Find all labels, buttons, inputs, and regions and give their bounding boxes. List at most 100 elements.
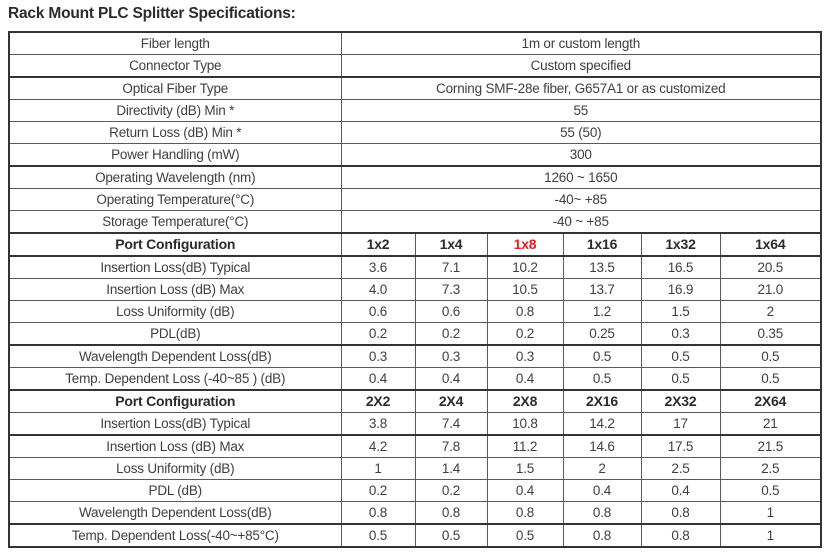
value-cell: 0.5 bbox=[719, 367, 822, 391]
row-value: Corning SMF-28e fiber, G657A1 or as cust… bbox=[340, 76, 822, 100]
value-cell: 1 bbox=[719, 523, 822, 548]
table-row: Insertion Loss(dB) Typical 3.8 7.4 10.8 14.2… bbox=[8, 412, 822, 436]
row-label: Connector Type bbox=[8, 54, 342, 78]
table-row: Temp. Dependent Loss(-40~+85°C) 0.5 0.5 0.5… bbox=[8, 523, 822, 548]
row-value: -40~ +85 bbox=[340, 188, 822, 211]
value-cell: 0.5 bbox=[486, 523, 564, 548]
row-label: Insertion Loss(dB) Typical bbox=[8, 412, 342, 436]
row-label: Insertion Loss(dB) Typical bbox=[8, 255, 342, 279]
value-cell: 2.5 bbox=[640, 457, 721, 480]
row-label: Wavelength Dependent Loss(dB) bbox=[8, 344, 342, 368]
value-cell: 4.2 bbox=[340, 434, 416, 458]
value-cell: 0.5 bbox=[562, 344, 642, 368]
plc-splitter-spec-table: Fiber length 1m or custom length Connector… bbox=[8, 31, 823, 548]
value-cell: 0.5 bbox=[340, 523, 416, 548]
table-row: Return Loss (dB) Min * 55 (50) bbox=[8, 121, 822, 144]
table-row: Operating Wavelength (nm) 1260 ~ 1650 bbox=[8, 165, 822, 189]
value-cell: 7.1 bbox=[414, 255, 488, 279]
value-cell: 0.5 bbox=[719, 344, 822, 368]
value-cell: 4.0 bbox=[340, 278, 416, 301]
value-cell: 1.5 bbox=[486, 457, 564, 480]
row-label: Fiber length bbox=[8, 31, 342, 55]
port-config-cell: 2X64 bbox=[719, 389, 822, 413]
row-label: Temp. Dependent Loss(-40~+85°C) bbox=[8, 523, 342, 548]
value-cell: 0.4 bbox=[562, 479, 642, 502]
table-row: Port Configuration 2X2 2X4 2X8 2X16 2X32 2X64 bbox=[8, 389, 822, 413]
table-row: Wavelength Dependent Loss(dB) 0.3 0.3 0.3 0.… bbox=[8, 344, 822, 368]
value-cell: 1 bbox=[340, 457, 416, 480]
table-row: Directivity (dB) Min * 55 bbox=[8, 99, 822, 122]
value-cell: 0.35 bbox=[719, 322, 822, 346]
value-cell: 17 bbox=[640, 412, 721, 436]
row-label: Wavelength Dependent Loss(dB) bbox=[8, 501, 342, 525]
page-title: Rack Mount PLC Splitter Specifications: bbox=[8, 5, 296, 22]
value-cell: 0.2 bbox=[340, 479, 416, 502]
value-cell: 10.2 bbox=[486, 255, 564, 279]
port-config-cell: 1x8 bbox=[486, 232, 564, 257]
value-cell: 13.7 bbox=[562, 278, 642, 301]
port-config-cell: 2X4 bbox=[414, 389, 488, 413]
table-row: Insertion Loss (dB) Max 4.2 7.8 11.2 14.6 17.… bbox=[8, 434, 822, 458]
value-cell: 0.8 bbox=[640, 501, 721, 525]
row-label: Storage Temperature(°C) bbox=[8, 210, 342, 234]
value-cell: 0.4 bbox=[414, 367, 488, 391]
section-header-label: Port Configuration bbox=[8, 232, 342, 257]
value-cell: 2 bbox=[562, 457, 642, 480]
row-label: Insertion Loss (dB) Max bbox=[8, 278, 342, 301]
row-value: Custom specified bbox=[340, 54, 822, 78]
value-cell: 1.5 bbox=[640, 300, 721, 323]
value-cell: 10.8 bbox=[486, 412, 564, 436]
value-cell: 7.8 bbox=[414, 434, 488, 458]
table-row: PDL (dB) 0.2 0.2 0.4 0.4 0.4 0.5 bbox=[8, 479, 822, 502]
value-cell: 14.2 bbox=[562, 412, 642, 436]
row-label: Power Handling (mW) bbox=[8, 143, 342, 167]
table-row: Insertion Loss(dB) Typical 3.6 7.1 10.2 13.5… bbox=[8, 255, 822, 279]
value-cell: 0.4 bbox=[486, 479, 564, 502]
section-header-label: Port Configuration bbox=[8, 389, 342, 413]
row-label: Operating Temperature(°C) bbox=[8, 188, 342, 211]
table-row: Insertion Loss (dB) Max 4.0 7.3 10.5 13.7 16.… bbox=[8, 278, 822, 301]
row-value: 55 (50) bbox=[340, 121, 822, 144]
row-label: PDL(dB) bbox=[8, 322, 342, 346]
row-label: Optical Fiber Type bbox=[8, 76, 342, 100]
table-row: Fiber length 1m or custom length bbox=[8, 31, 822, 55]
table-row: Temp. Dependent Loss (-40~85 ) (dB) 0.4 0.… bbox=[8, 367, 822, 391]
value-cell: 16.9 bbox=[640, 278, 721, 301]
value-cell: 0.5 bbox=[640, 344, 721, 368]
value-cell: 0.5 bbox=[562, 367, 642, 391]
table-row: Power Handling (mW) 300 bbox=[8, 143, 822, 167]
row-label: Loss Uniformity (dB) bbox=[8, 457, 342, 480]
value-cell: 0.4 bbox=[486, 367, 564, 391]
port-config-cell: 2X16 bbox=[562, 389, 642, 413]
value-cell: 0.3 bbox=[486, 344, 564, 368]
row-label: Temp. Dependent Loss (-40~85 ) (dB) bbox=[8, 367, 342, 391]
table-row: Loss Uniformity (dB) 1 1.4 1.5 2 2.5 2.5 bbox=[8, 457, 822, 480]
value-cell: 0.4 bbox=[640, 479, 721, 502]
value-cell: 0.5 bbox=[640, 367, 721, 391]
row-value: 55 bbox=[340, 99, 822, 122]
row-value: 1m or custom length bbox=[340, 31, 822, 55]
value-cell: 3.6 bbox=[340, 255, 416, 279]
value-cell: 16.5 bbox=[640, 255, 721, 279]
table-row: PDL(dB) 0.2 0.2 0.2 0.25 0.3 0.35 bbox=[8, 322, 822, 346]
value-cell: 0.2 bbox=[414, 322, 488, 346]
value-cell: 0.5 bbox=[414, 523, 488, 548]
value-cell: 0.8 bbox=[486, 501, 564, 525]
port-config-cell: 1x64 bbox=[719, 232, 822, 257]
row-label: PDL (dB) bbox=[8, 479, 342, 502]
row-label: Operating Wavelength (nm) bbox=[8, 165, 342, 189]
value-cell: 7.3 bbox=[414, 278, 488, 301]
value-cell: 11.2 bbox=[486, 434, 564, 458]
port-config-cell: 1x2 bbox=[340, 232, 416, 257]
row-label: Directivity (dB) Min * bbox=[8, 99, 342, 122]
value-cell: 10.5 bbox=[486, 278, 564, 301]
table-row: Storage Temperature(°C) -40 ~ +85 bbox=[8, 210, 822, 234]
value-cell: 21.0 bbox=[719, 278, 822, 301]
value-cell: 21 bbox=[719, 412, 822, 436]
value-cell: 0.8 bbox=[414, 501, 488, 525]
spec-table-body: Fiber length 1m or custom length Connector… bbox=[8, 31, 822, 548]
value-cell: 14.6 bbox=[562, 434, 642, 458]
value-cell: 0.3 bbox=[640, 322, 721, 346]
value-cell: 0.8 bbox=[340, 501, 416, 525]
